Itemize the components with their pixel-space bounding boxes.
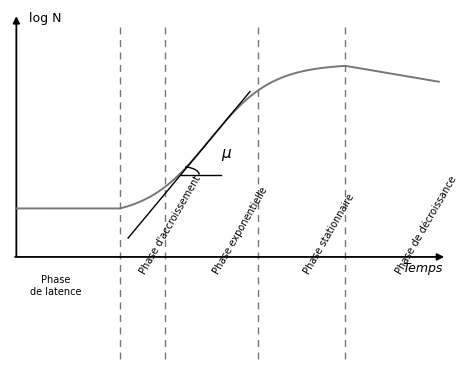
Text: μ: μ [221,146,231,161]
Text: Phase exponentielle: Phase exponentielle [211,185,269,276]
Text: Phase
de latence: Phase de latence [30,275,82,297]
Text: Temps: Temps [402,262,443,274]
Text: log N: log N [28,12,61,25]
Text: Phase stationnaire: Phase stationnaire [302,192,356,276]
Text: Phase d'accroissement: Phase d'accroissement [138,174,203,276]
Text: Phase de décroissance: Phase de décroissance [394,174,458,276]
